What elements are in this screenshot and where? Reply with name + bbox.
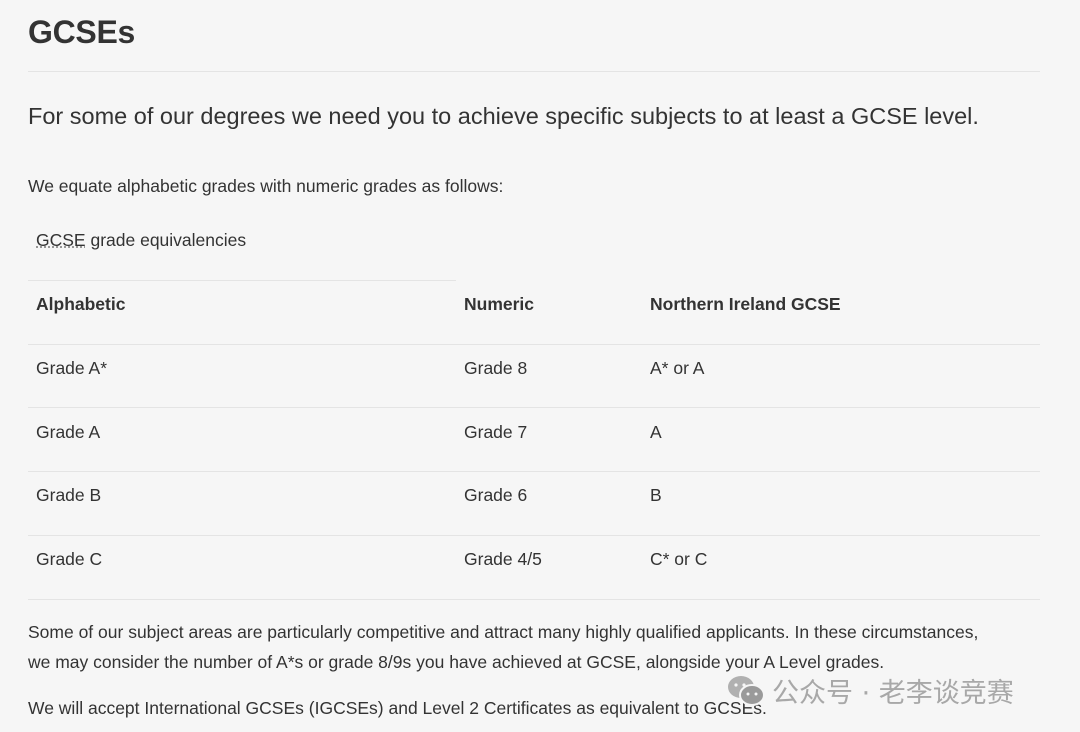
gcse-abbr: GCSE: [36, 230, 86, 250]
competitive-text-line2: we may consider the number of A*s or gra…: [28, 652, 885, 672]
competitive-text-line1: Some of our subject areas are particular…: [28, 622, 979, 642]
title-divider: [28, 71, 1040, 72]
row-divider: [28, 471, 1040, 472]
cell-numeric: Grade 4/5: [464, 549, 542, 569]
cell-ni-gcse: B: [650, 485, 662, 505]
cell-ni-gcse: A* or A: [650, 358, 705, 378]
cell-numeric: Grade 8: [464, 358, 528, 378]
row-divider: [28, 599, 1040, 600]
cell-numeric: Grade 7: [464, 422, 528, 442]
cell-alphabetic: Grade A*: [36, 358, 108, 378]
cell-numeric: Grade 6: [464, 485, 528, 505]
cell-ni-gcse: A: [650, 422, 662, 442]
caption-text: grade equivalencies: [85, 230, 247, 250]
table-caption: GCSE grade equivalencies: [36, 230, 246, 251]
intro-text: We equate alphabetic grades with numeric…: [28, 176, 504, 196]
row-divider: [28, 344, 1040, 345]
row-divider: [28, 535, 1040, 536]
watermark: 公众号 · 老李谈竞赛: [726, 671, 1014, 710]
cell-alphabetic: Grade C: [36, 549, 103, 569]
header-numeric: Numeric: [464, 294, 535, 314]
cell-ni-gcse: C* or C: [650, 549, 708, 569]
header-ni-gcse: Northern Ireland GCSE: [650, 294, 841, 314]
page-title: GCSEs: [28, 14, 135, 50]
igcse-text: We will accept International GCSEs (IGCS…: [28, 698, 767, 718]
header-alphabetic: Alphabetic: [36, 294, 126, 314]
watermark-text: 公众号 · 老李谈竞赛: [772, 678, 1014, 709]
wechat-icon: [728, 675, 765, 706]
row-divider: [28, 407, 1040, 408]
caption-divider: [28, 280, 456, 281]
lead-text: For some of our degrees we need you to a…: [28, 103, 979, 129]
cell-alphabetic: Grade B: [36, 485, 102, 505]
cell-alphabetic: Grade A: [36, 422, 101, 442]
